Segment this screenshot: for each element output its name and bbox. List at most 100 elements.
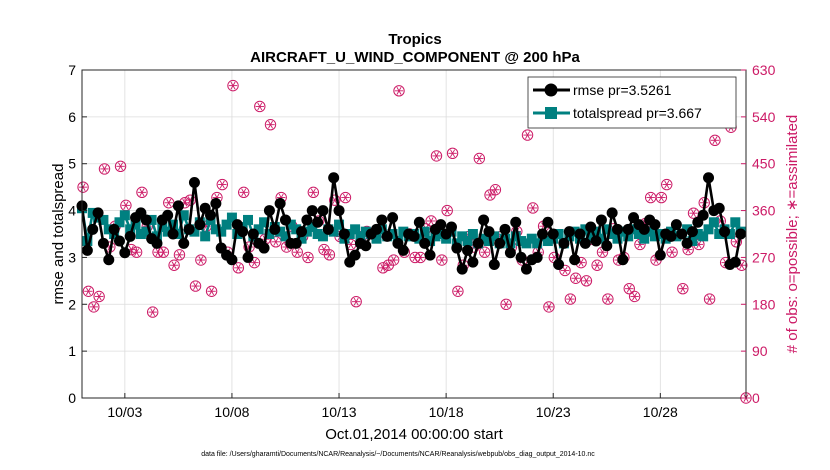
obs-assimilated-marker [150, 308, 156, 316]
obs-assimilated-marker [396, 86, 402, 95]
totalspread-point [633, 229, 644, 239]
totalspread-point [221, 219, 232, 230]
totalspread-point [226, 212, 237, 223]
totalspread-point [387, 229, 398, 239]
obs-assimilated-marker [171, 261, 177, 270]
rmse-point [670, 219, 682, 231]
x-tick-label: 10/13 [322, 404, 357, 420]
totalspread-point [714, 229, 725, 239]
totalspread-point [687, 236, 698, 247]
y2-tick-label: 630 [752, 62, 776, 78]
obs-possible-marker [114, 160, 127, 173]
obs-possible-marker [661, 178, 673, 191]
obs-count-point [323, 249, 336, 261]
totalspread-point [467, 229, 478, 239]
totalspread-point [280, 231, 291, 242]
obs-count-point [709, 134, 721, 146]
totalspread-point [585, 231, 596, 242]
obs-count-point [189, 280, 202, 292]
obs-count-point [157, 246, 170, 258]
obs-count-point [350, 295, 362, 308]
totalspread-point [210, 224, 221, 235]
obs-assimilated-marker [251, 258, 257, 267]
obs-assimilated-marker [321, 245, 327, 254]
rmse-point [579, 237, 591, 249]
obs-assimilated-marker [562, 266, 568, 275]
obs-assimilated-marker [160, 248, 166, 257]
obs-possible-marker [136, 186, 148, 199]
obs-possible-marker [703, 293, 716, 305]
rmse-point [488, 258, 500, 270]
rmse-point [306, 205, 318, 217]
obs-assimilated-marker [434, 152, 439, 160]
rmse-point [686, 226, 698, 238]
rmse-point [210, 198, 222, 210]
obs-count-point [136, 186, 148, 199]
obs-assimilated-marker [648, 193, 654, 202]
obs-count-point [703, 293, 716, 305]
totalspread-point [285, 219, 296, 230]
obs-assimilated-marker [257, 102, 263, 111]
y2-tick-label: 0 [752, 390, 760, 406]
rmse-point [360, 240, 372, 252]
obs-possible-marker [130, 246, 143, 258]
obs-assimilated-marker [268, 120, 273, 129]
obs-count-point [393, 85, 405, 97]
obs-count-point [441, 204, 453, 217]
totalspread-point [141, 226, 152, 237]
rmse-point [274, 198, 286, 210]
rmse-point [719, 226, 731, 238]
rmse-point [333, 205, 345, 217]
totalspread-point [253, 224, 264, 235]
obs-assimilated-marker [696, 240, 702, 249]
obs-possible-marker [580, 275, 593, 287]
y-tick-label: 5 [68, 156, 76, 172]
rmse-point [371, 223, 383, 235]
obs-assimilated-marker [326, 250, 332, 259]
obs-possible-marker [77, 181, 89, 193]
rmse-point [483, 226, 495, 238]
obs-possible-marker [570, 272, 582, 284]
obs-possible-marker [238, 186, 250, 199]
rmse-point [595, 214, 607, 226]
rmse-point [456, 263, 468, 275]
obs-possible-marker [709, 134, 721, 146]
obs-possible-marker [489, 184, 502, 196]
obs-assimilated-marker [450, 149, 456, 158]
obs-possible-marker [591, 259, 603, 271]
obs-possible-marker [157, 246, 170, 258]
obs-possible-marker [473, 152, 486, 165]
rmse-point [451, 242, 463, 254]
rmse-point [279, 214, 291, 226]
rmse-point [617, 254, 629, 266]
legend-box [527, 76, 737, 129]
obs-assimilated-marker [391, 256, 397, 264]
legend-spread-marker [545, 107, 557, 119]
totalspread-point [296, 233, 307, 244]
obs-count-point [339, 191, 352, 204]
obs-possible-marker [195, 254, 207, 266]
plot-frame [81, 69, 747, 399]
totalspread-point [334, 219, 345, 230]
obs-assimilated-marker [230, 81, 236, 90]
obs-possible-marker [232, 262, 245, 274]
obs-assimilated-marker [492, 185, 498, 194]
obs-possible-marker [168, 259, 180, 271]
rmse-point [445, 221, 457, 233]
rmse-point [205, 209, 217, 221]
rmse-point [622, 223, 634, 235]
obs-count-point [254, 100, 266, 113]
obs-assimilated-marker [669, 248, 675, 257]
obs-possible-marker [446, 147, 459, 160]
rmse-point [162, 209, 174, 221]
rmse-point [558, 237, 570, 249]
x-axis-label: Oct.01,2014 00:00:00 start [325, 426, 503, 443]
totalspread-point [591, 226, 602, 237]
totalspread-point [168, 219, 179, 230]
obs-count-point [527, 202, 539, 214]
obs-count-point [628, 290, 641, 303]
totalspread-point [291, 224, 302, 235]
obs-count-point [232, 262, 245, 274]
totalspread-point [639, 233, 650, 244]
